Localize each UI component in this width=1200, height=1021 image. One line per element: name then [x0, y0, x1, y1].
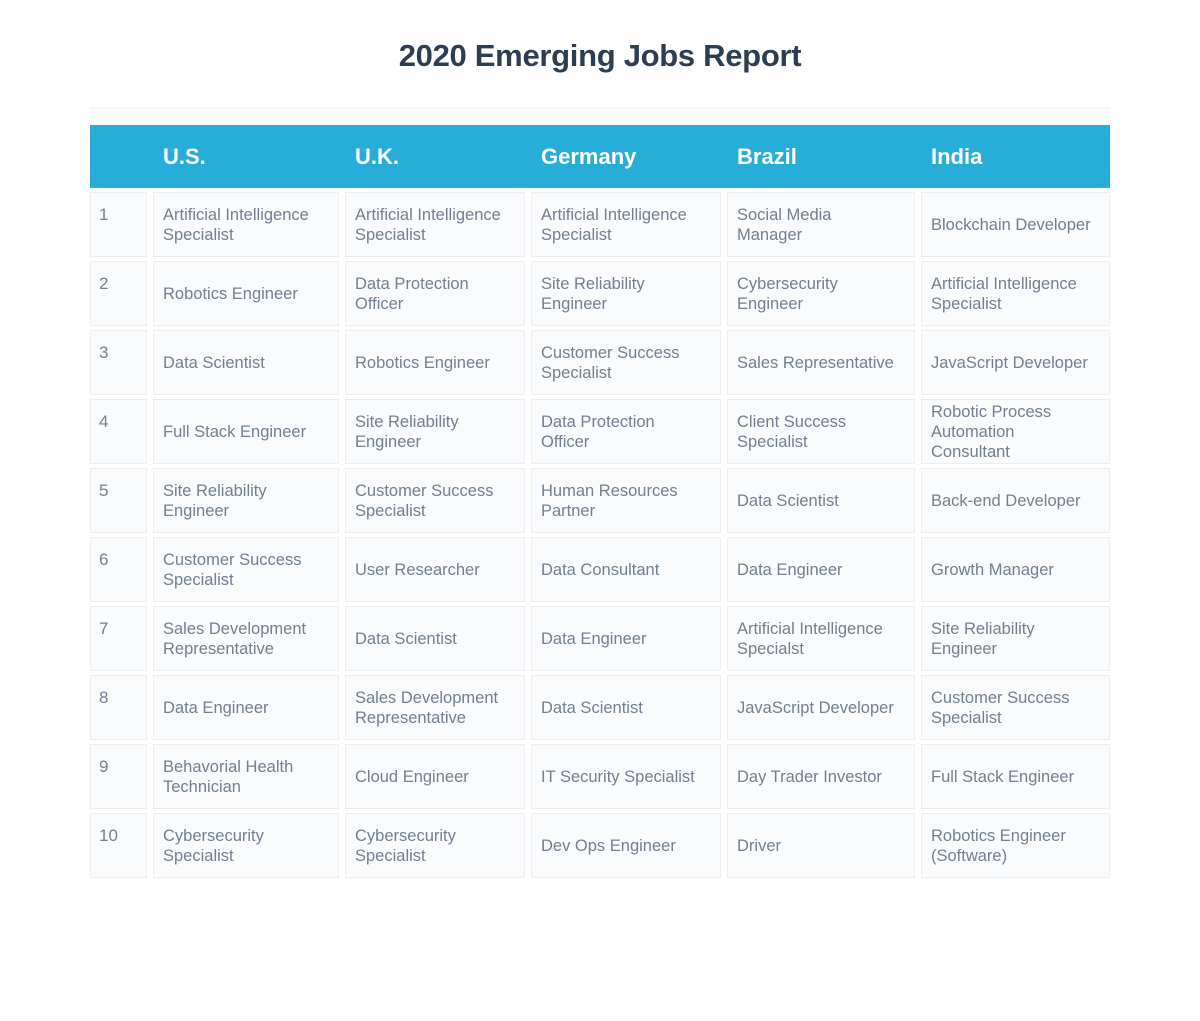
table-row: 5 Site Reliability Engineer Customer Succe… — [90, 468, 1110, 533]
job-cell: Data Scientist — [153, 330, 339, 395]
job-cell: Artificial Intelligence Specialist — [531, 192, 721, 257]
job-cell: Growth Manager — [921, 537, 1110, 602]
job-cell: Robotics Engineer — [345, 330, 525, 395]
rank-cell: 8 — [90, 675, 147, 740]
job-cell: Artificial Intelligence Specialst — [727, 606, 915, 671]
job-cell: Dev Ops Engineer — [531, 813, 721, 878]
table-row: 9 Behavorial Health Technician Cloud Engin… — [90, 744, 1110, 809]
rank-cell: 3 — [90, 330, 147, 395]
job-cell: Day Trader Investor — [727, 744, 915, 809]
job-cell: Social Media Manager — [727, 192, 915, 257]
job-cell: Customer Success Specialist — [153, 537, 339, 602]
job-cell: Data Scientist — [727, 468, 915, 533]
rank-cell: 4 — [90, 399, 147, 464]
job-cell: Sales Development Representative — [345, 675, 525, 740]
job-cell: Robotics Engineer (Software) — [921, 813, 1110, 878]
job-cell: Data Consultant — [531, 537, 721, 602]
rank-cell: 1 — [90, 192, 147, 257]
job-cell: Data Scientist — [345, 606, 525, 671]
job-cell: Sales Representative — [727, 330, 915, 395]
job-cell: Data Protection Officer — [345, 261, 525, 326]
table-body: 1 Artificial Intelligence Specialist Artif… — [90, 192, 1110, 878]
column-header-u-s: U.S. — [163, 143, 206, 169]
table-top-band — [90, 107, 1110, 126]
job-cell: JavaScript Developer — [727, 675, 915, 740]
table-row: 8 Data Engineer Sales Development Represen… — [90, 675, 1110, 740]
job-cell: Artificial Intelligence Specialist — [153, 192, 339, 257]
table-header-row: U.S. U.K. Germany Brazil India — [90, 125, 1110, 188]
rank-cell: 9 — [90, 744, 147, 809]
column-header-brazil: Brazil — [737, 143, 797, 169]
rank-cell: 6 — [90, 537, 147, 602]
job-cell: Customer Success Specialist — [531, 330, 721, 395]
column-header-germany: Germany — [541, 143, 637, 169]
job-cell: Cybersecurity Specialist — [153, 813, 339, 878]
job-cell: Site Reliability Engineer — [345, 399, 525, 464]
emerging-jobs-table: U.S. U.K. Germany Brazil India 1 Artificial I… — [90, 125, 1110, 878]
job-cell: Site Reliability Engineer — [153, 468, 339, 533]
rank-cell: 10 — [90, 813, 147, 878]
table-row: 6 Customer Success Specialist User Researc… — [90, 537, 1110, 602]
job-cell: Sales Development Representative — [153, 606, 339, 671]
job-cell: Cybersecurity Engineer — [727, 261, 915, 326]
job-cell: JavaScript Developer — [921, 330, 1110, 395]
table-row: 4 Full Stack Engineer Site Reliability Eng… — [90, 399, 1110, 464]
job-cell: Site Reliability Engineer — [531, 261, 721, 326]
table-row: 2 Robotics Engineer Data Protection Office… — [90, 261, 1110, 326]
job-cell: Full Stack Engineer — [153, 399, 339, 464]
job-cell: Data Engineer — [727, 537, 915, 602]
job-cell: Artificial Intelligence Specialist — [345, 192, 525, 257]
job-cell: Blockchain Developer — [921, 192, 1110, 257]
page-title: 2020 Emerging Jobs Report — [398, 38, 802, 73]
job-cell: Robotic Process Automation Consultant — [921, 399, 1110, 464]
job-cell: Client Success Specialist — [727, 399, 915, 464]
rank-cell: 5 — [90, 468, 147, 533]
rank-cell: 2 — [90, 261, 147, 326]
job-cell: Behavorial Health Technician — [153, 744, 339, 809]
job-cell: Full Stack Engineer — [921, 744, 1110, 809]
job-cell: User Researcher — [345, 537, 525, 602]
job-cell: Human Resources Partner — [531, 468, 721, 533]
job-cell: IT Security Specialist — [531, 744, 721, 809]
job-cell: Back-end Developer — [921, 468, 1110, 533]
job-cell: Artificial Intelligence Specialist — [921, 261, 1110, 326]
table-row: 3 Data Scientist Robotics Engineer Customer… — [90, 330, 1110, 395]
job-cell: Data Engineer — [153, 675, 339, 740]
job-cell: Customer Success Specialist — [921, 675, 1110, 740]
table-row: 10 Cybersecurity Specialist Cybersecurity … — [90, 813, 1110, 878]
job-cell: Site Reliability Engineer — [921, 606, 1110, 671]
column-header-u-k: U.K. — [355, 143, 399, 169]
table-row: 7 Sales Development Representative Data Sc… — [90, 606, 1110, 671]
job-cell: Driver — [727, 813, 915, 878]
rank-cell: 7 — [90, 606, 147, 671]
job-cell: Customer Success Specialist — [345, 468, 525, 533]
job-cell: Cybersecurity Specialist — [345, 813, 525, 878]
column-header-india: India — [931, 143, 983, 169]
job-cell: Cloud Engineer — [345, 744, 525, 809]
table-row: 1 Artificial Intelligence Specialist Artif… — [90, 192, 1110, 257]
job-cell: Data Scientist — [531, 675, 721, 740]
job-cell: Data Engineer — [531, 606, 721, 671]
job-cell: Data Protection Officer — [531, 399, 721, 464]
job-cell: Robotics Engineer — [153, 261, 339, 326]
